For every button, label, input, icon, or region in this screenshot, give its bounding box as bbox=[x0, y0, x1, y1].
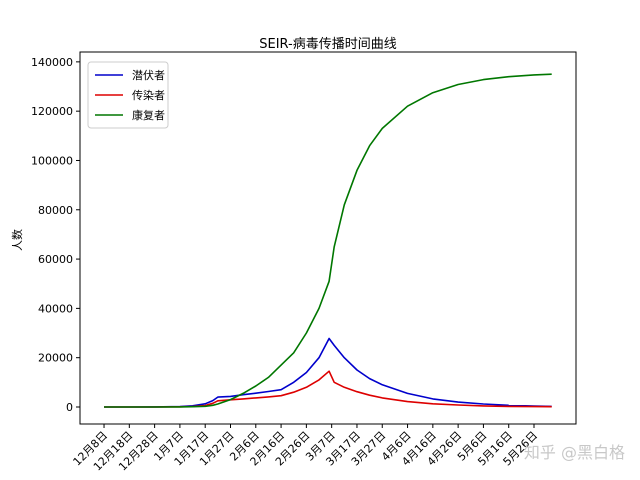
plot-area bbox=[104, 73, 552, 408]
watermark: 知乎 @黑白格 bbox=[524, 443, 625, 462]
y-tick-label: 80000 bbox=[38, 204, 73, 217]
chart-title: SEIR-病毒传播时间曲线 bbox=[259, 37, 397, 52]
y-axis-label: 人数 bbox=[11, 229, 24, 251]
y-tick-label: 20000 bbox=[38, 352, 73, 365]
series-line-1 bbox=[104, 370, 552, 408]
y-tick-label: 120000 bbox=[31, 105, 73, 118]
y-tick-label: 60000 bbox=[38, 253, 73, 266]
y-tick-label: 40000 bbox=[38, 302, 73, 315]
legend-label: 康复者 bbox=[132, 108, 165, 122]
y-tick-label: 140000 bbox=[31, 56, 73, 69]
series-line-2 bbox=[104, 73, 552, 408]
y-tick-label: 100000 bbox=[31, 154, 73, 167]
series-line-0 bbox=[104, 337, 552, 408]
legend-label: 传染者 bbox=[132, 88, 165, 102]
axes-frame bbox=[79, 51, 577, 425]
legend-label: 潜伏者 bbox=[132, 68, 165, 82]
x-axis: 12月8日12月18日12月28日1月7日1月17日1月27日2月6日2月16日… bbox=[71, 424, 540, 473]
y-axis: 0 20000 40000 60000 80000 100000 120000 140000 bbox=[31, 56, 80, 414]
legend-box bbox=[87, 61, 169, 129]
y-tick-label: 0 bbox=[66, 401, 73, 414]
